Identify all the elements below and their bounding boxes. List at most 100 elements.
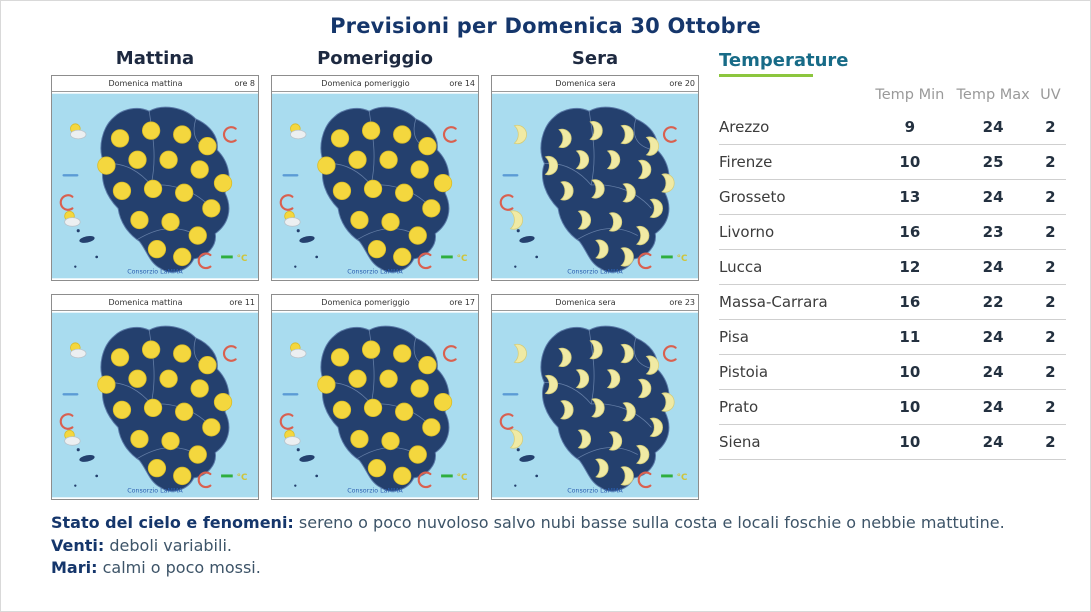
map-panel-pomeriggio-ore-14: Domenica pomeriggio ore 14 °C Consorzio … xyxy=(271,75,479,281)
table-row: Siena 10 24 2 xyxy=(719,424,1066,460)
map-time: ore 20 xyxy=(669,79,695,88)
legend-celsius: °C xyxy=(457,254,468,264)
uv-value: 2 xyxy=(1034,214,1066,250)
map-label: Domenica mattina xyxy=(108,298,183,307)
maps-grid: Domenica mattina ore 8 °C Consorzio LaMM… xyxy=(51,75,699,500)
map-credit: Consorzio LaMMA xyxy=(567,268,623,275)
temp-min-value: 13 xyxy=(868,179,952,215)
map-column-headers: Mattina Pomeriggio Sera xyxy=(51,48,699,69)
map-panel-mattina-ore-11: Domenica mattina ore 11 °C Consorzio LaM… xyxy=(51,294,259,500)
column-header-pomeriggio: Pomeriggio xyxy=(317,48,433,69)
wind-label: Venti: xyxy=(51,535,105,555)
table-row: Arezzo 9 24 2 xyxy=(719,110,1066,145)
city-name: Siena xyxy=(719,424,869,460)
uv-value: 2 xyxy=(1034,424,1066,460)
city-name: Lucca xyxy=(719,249,869,285)
map-credit: Consorzio LaMMA xyxy=(127,268,183,275)
maps-section: Mattina Pomeriggio Sera Domenica mattina… xyxy=(51,48,699,500)
table-header-row: Temp Min Temp Max UV xyxy=(719,85,1066,110)
map-label: Domenica pomeriggio xyxy=(321,79,410,88)
uv-value: 2 xyxy=(1034,389,1066,425)
weather-map-sera-23: °C Consorzio LaMMA xyxy=(492,311,698,499)
temp-min-value: 9 xyxy=(868,110,952,145)
map-label: Domenica sera xyxy=(555,79,616,88)
legend-celsius: °C xyxy=(457,473,468,483)
uv-value: 2 xyxy=(1034,179,1066,215)
table-row: Grosseto 13 24 2 xyxy=(719,179,1066,215)
wind-line: Venti: deboli variabili. xyxy=(51,535,1016,558)
temperature-panel: Temperature Temp Min Temp Max UV Arezzo … xyxy=(719,48,1066,500)
sky-conditions-text: sereno o poco nuvoloso salvo nubi basse … xyxy=(293,513,1005,532)
map-title-strip: Domenica pomeriggio ore 17 xyxy=(272,295,478,311)
sea-text: calmi o poco mossi. xyxy=(97,558,261,578)
temp-min-value: 16 xyxy=(868,214,952,250)
column-header-mattina: Mattina xyxy=(115,48,195,69)
table-row: Pisa 11 24 2 xyxy=(719,319,1066,355)
temp-max-header: Temp Max xyxy=(956,87,1030,103)
uv-value: 2 xyxy=(1034,319,1066,355)
uv-value: 2 xyxy=(1034,110,1066,145)
sea-line: Mari: calmi o poco mossi. xyxy=(51,557,1016,580)
city-name: Prato xyxy=(719,389,869,425)
temp-min-value: 10 xyxy=(868,144,952,180)
temp-max-value: 24 xyxy=(951,354,1035,390)
map-panel-mattina-ore-8: Domenica mattina ore 8 °C Consorzio LaMM… xyxy=(51,75,259,281)
main-content: Mattina Pomeriggio Sera Domenica mattina… xyxy=(1,48,1090,500)
weather-map-pomeriggio-17: °C Consorzio LaMMA xyxy=(272,311,478,499)
sky-conditions-label: Stato del cielo e fenomeni: xyxy=(51,513,294,532)
temp-max-value: 23 xyxy=(951,214,1035,250)
temp-min-value: 16 xyxy=(868,284,952,320)
table-row: Prato 10 24 2 xyxy=(719,389,1066,425)
heading-underline xyxy=(719,74,813,77)
map-time: ore 14 xyxy=(449,79,475,88)
temp-max-value: 24 xyxy=(951,424,1035,460)
map-time: ore 17 xyxy=(449,298,475,307)
temp-max-value: 24 xyxy=(951,389,1035,425)
temperature-heading: Temperature xyxy=(719,50,849,71)
uv-value: 2 xyxy=(1034,249,1066,285)
temp-min-header: Temp Min xyxy=(875,87,945,103)
city-name: Arezzo xyxy=(719,110,869,145)
city-name: Firenze xyxy=(719,144,869,180)
map-credit: Consorzio LaMMA xyxy=(567,487,623,494)
legend-celsius: °C xyxy=(677,473,688,483)
map-credit: Consorzio LaMMA xyxy=(347,268,403,275)
weather-map-mattina-8: °C Consorzio LaMMA xyxy=(52,92,258,280)
city-name: Livorno xyxy=(719,214,869,250)
map-time: ore 8 xyxy=(234,79,255,88)
legend-celsius: °C xyxy=(677,254,688,264)
legend-celsius: °C xyxy=(237,473,248,483)
map-credit: Consorzio LaMMA xyxy=(127,487,183,494)
temp-min-value: 12 xyxy=(868,249,952,285)
map-label: Domenica pomeriggio xyxy=(321,298,410,307)
city-name: Pisa xyxy=(719,319,869,355)
weather-map-mattina-11: °C Consorzio LaMMA xyxy=(52,311,258,499)
city-name: Massa-Carrara xyxy=(719,284,869,320)
map-title-strip: Domenica pomeriggio ore 14 xyxy=(272,76,478,92)
temp-min-value: 10 xyxy=(868,389,952,425)
temp-min-value: 10 xyxy=(868,424,952,460)
page-title: Previsioni per Domenica 30 Ottobre xyxy=(330,14,761,38)
uv-value: 2 xyxy=(1034,144,1066,180)
map-title-strip: Domenica sera ore 23 xyxy=(492,295,698,311)
sea-label: Mari: xyxy=(51,558,98,578)
map-time: ore 11 xyxy=(229,298,255,307)
temp-max-value: 24 xyxy=(951,110,1035,145)
map-label: Domenica sera xyxy=(555,298,616,307)
map-credit: Consorzio LaMMA xyxy=(347,487,403,494)
column-header-sera: Sera xyxy=(571,48,619,69)
city-name: Pistoia xyxy=(719,354,869,390)
map-label: Domenica mattina xyxy=(108,79,183,88)
map-title-strip: Domenica mattina ore 8 xyxy=(52,76,258,92)
table-row: Lucca 12 24 2 xyxy=(719,249,1066,285)
temp-max-value: 22 xyxy=(951,284,1035,320)
map-title-strip: Domenica mattina ore 11 xyxy=(52,295,258,311)
weather-map-pomeriggio-14: °C Consorzio LaMMA xyxy=(272,92,478,280)
map-panel-sera-ore-20: Domenica sera ore 20 °C Consorzio LaMMA xyxy=(491,75,699,281)
temp-max-value: 24 xyxy=(951,249,1035,285)
table-row: Pistoia 10 24 2 xyxy=(719,354,1066,390)
wind-text: deboli variabili. xyxy=(104,535,232,555)
city-name: Grosseto xyxy=(719,179,869,215)
map-time: ore 23 xyxy=(669,298,695,307)
